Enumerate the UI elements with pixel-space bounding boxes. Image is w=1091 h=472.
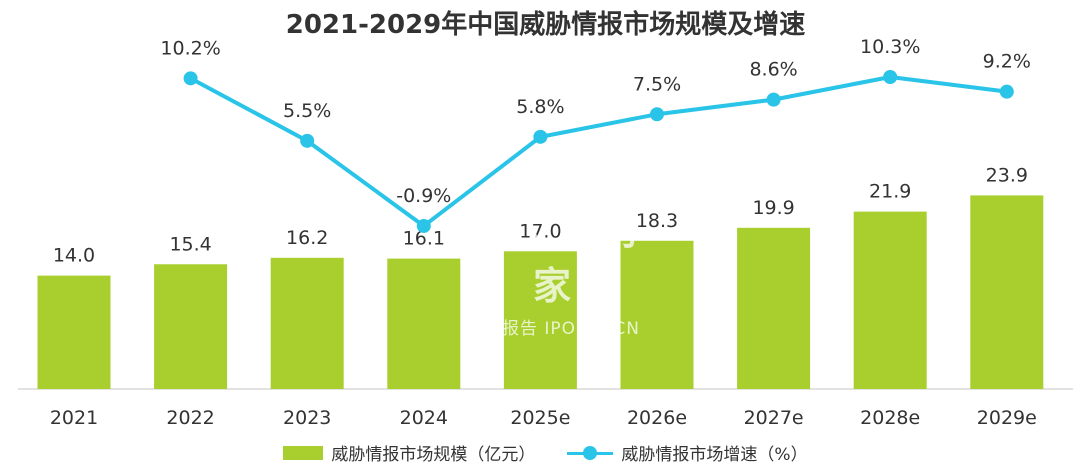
growth-label-2029e: 9.2% <box>983 51 1031 73</box>
bar-2023 <box>270 257 344 389</box>
chart-title: 2021-2029年中国威胁情报市场规模及增速 <box>285 10 806 40</box>
bar-2024 <box>387 258 461 389</box>
bars-layer <box>37 195 1044 389</box>
legend-label-bar: 威胁情报市场规模（亿元） <box>331 445 536 465</box>
bar-value-label-2024: 16.1 <box>403 228 445 250</box>
legend: 威胁情报市场规模（亿元） 威胁情报市场增速（%） <box>0 440 1091 465</box>
growth-point-2025e <box>533 129 548 144</box>
x-tick-label-2027e: 2027e <box>744 407 804 429</box>
bar-value-label-2021: 14.0 <box>53 245 95 267</box>
legend-label-line: 威胁情报市场增速（%） <box>621 445 808 465</box>
x-tick-label-2022: 2022 <box>166 407 214 429</box>
x-tick-label-2029e: 2029e <box>977 407 1037 429</box>
x-tick-label-2023: 2023 <box>283 407 331 429</box>
x-tick-label-2024: 2024 <box>400 407 448 429</box>
legend-swatch-line <box>567 445 614 460</box>
bar-2022 <box>154 264 228 389</box>
bar-value-label-2027e: 19.9 <box>752 197 794 219</box>
x-tick-label-2026e: 2026e <box>627 407 687 429</box>
bar-2021 <box>37 275 111 389</box>
bar-2029e <box>970 195 1044 389</box>
growth-line <box>189 75 1008 228</box>
growth-label-2023: 5.5% <box>283 100 331 122</box>
line-labels-layer: 10.2% 5.5% -0.9% 5.8% 7.5% 8.6% 10.3% 9.2% <box>160 36 1031 207</box>
bar-value-label-2022: 15.4 <box>169 233 211 255</box>
x-tick-label-2021: 2021 <box>50 407 98 429</box>
x-tick-labels: 2021 2022 2023 2024 2025e 2026e 2027e 2028e 2029… <box>50 407 1037 429</box>
x-tick-label-2025e: 2025e <box>510 407 570 429</box>
bar-value-label-2029e: 23.9 <box>986 164 1028 186</box>
growth-point-2029e <box>999 84 1014 99</box>
growth-label-2025e: 5.8% <box>516 96 564 118</box>
bar-value-label-2028e: 21.9 <box>869 181 911 203</box>
growth-point-2027e <box>766 92 781 107</box>
line-layer <box>183 70 1014 233</box>
legend-item-bar: 威胁情报市场规模（亿元） <box>283 440 535 465</box>
x-tick-label-2028e: 2028e <box>860 407 920 429</box>
bar-2028e <box>853 211 927 389</box>
growth-label-2028e: 10.3% <box>860 36 920 58</box>
growth-point-2024 <box>416 218 431 233</box>
growth-label-2027e: 8.6% <box>749 59 797 81</box>
bar-2027e <box>737 227 811 389</box>
bar-labels-layer: 14.0 15.4 16.2 16.1 17.0 18.3 19.9 21.9 23.9 <box>53 164 1028 266</box>
bar-2026e <box>620 240 694 389</box>
growth-label-2026e: 7.5% <box>633 73 681 95</box>
growth-point-2023 <box>300 133 315 148</box>
legend-item-line: 威胁情报市场增速（%） <box>567 440 808 465</box>
growth-point-2026e <box>650 107 664 122</box>
growth-point-2022 <box>183 71 198 86</box>
growth-label-2024: -0.9% <box>396 185 451 207</box>
bar-value-label-2025e: 17.0 <box>519 220 561 242</box>
bar-value-label-2023: 16.2 <box>286 227 328 249</box>
growth-point-2028e <box>883 70 898 85</box>
bar-2025e <box>503 251 577 389</box>
growth-label-2022: 10.2% <box>160 37 220 59</box>
bar-value-label-2026e: 18.3 <box>636 210 678 232</box>
legend-swatch-bar <box>283 445 324 460</box>
